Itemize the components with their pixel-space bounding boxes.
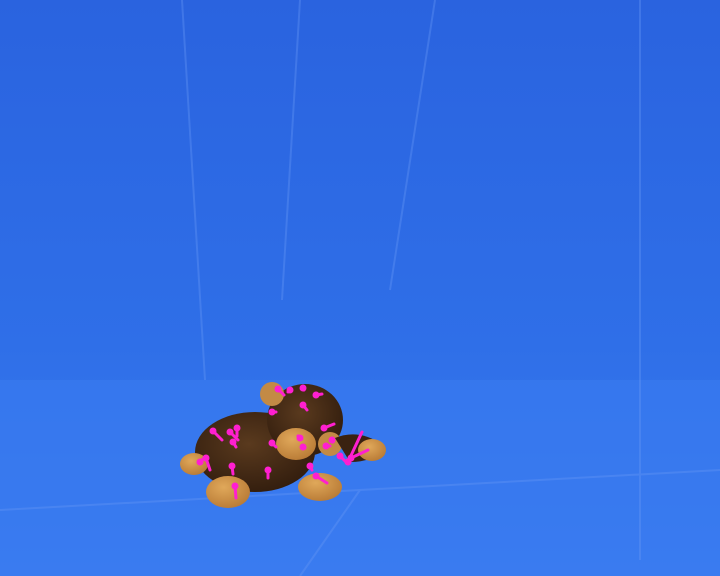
motion-vector-point	[274, 385, 282, 393]
bear-foot-right	[298, 473, 342, 501]
motion-vector-point	[226, 428, 234, 436]
motion-vector-point	[347, 454, 355, 462]
bear-ear-left	[260, 382, 284, 406]
motion-vector-point	[312, 472, 320, 480]
motion-vector-point	[209, 427, 217, 435]
motion-vector-point	[322, 442, 330, 450]
motion-vector-point	[228, 462, 236, 470]
bear-muzzle	[276, 428, 316, 460]
motion-vector-point	[286, 386, 294, 394]
motion-vector-point	[320, 424, 328, 432]
bear-paw-left	[180, 453, 208, 475]
motion-vector-point	[229, 438, 237, 446]
bear-ear-right	[318, 432, 342, 456]
tracking-overlay	[196, 384, 370, 500]
motion-vector-point	[196, 458, 204, 466]
motion-vector-point	[268, 439, 276, 447]
motion-vector-point	[264, 466, 272, 474]
motion-vector-point	[299, 401, 307, 409]
floor	[0, 380, 720, 576]
motion-vector-point	[306, 462, 314, 470]
motion-vector-point	[299, 443, 307, 451]
motion-vector-point	[299, 384, 307, 392]
motion-vector-point	[268, 408, 276, 416]
bear-paw-right	[358, 439, 386, 461]
motion-vector-point	[312, 391, 320, 399]
teddy-bear	[180, 382, 386, 508]
bear-foot-left	[206, 476, 250, 508]
motion-vector-point	[328, 436, 336, 444]
motion-vector-point	[231, 482, 239, 490]
motion-vector-point	[296, 434, 304, 442]
motion-vector-point	[233, 424, 241, 432]
motion-vector-point	[336, 452, 344, 460]
